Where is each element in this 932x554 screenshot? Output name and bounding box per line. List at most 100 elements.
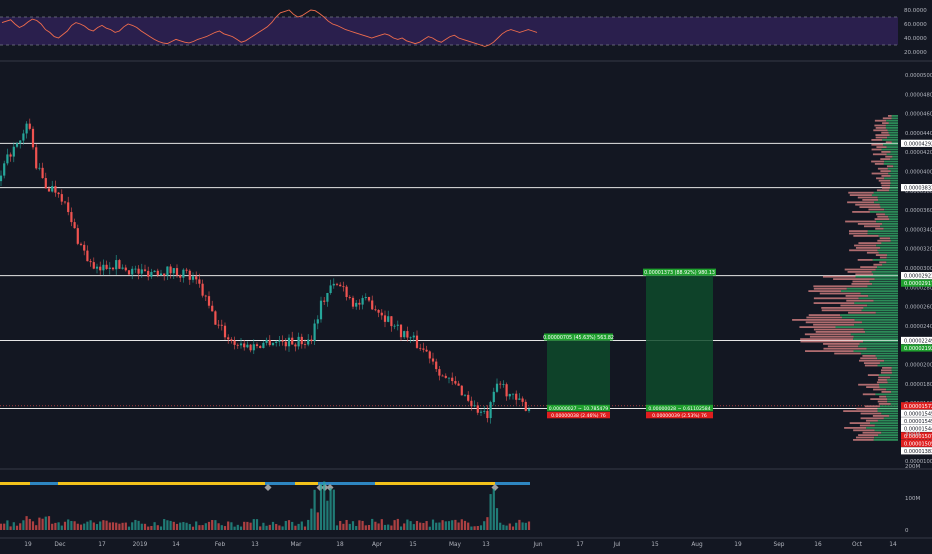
target-label-box [643, 268, 716, 276]
candle-body [83, 244, 86, 251]
profile-bar-buy [861, 321, 898, 324]
candle-body [422, 348, 425, 350]
price-pane[interactable] [0, 142, 932, 470]
profit-zone[interactable] [547, 340, 610, 406]
rsi-tick-label: 20.0000 [904, 50, 927, 56]
profile-bar-sell [879, 261, 887, 264]
profile-bar-buy [877, 196, 898, 199]
volume-bar [246, 521, 249, 530]
profile-bar-buy [877, 407, 898, 410]
profile-bar-sell [864, 225, 881, 228]
candle-body [371, 300, 374, 310]
profile-bar-sell [799, 326, 836, 328]
profile-bar-sell [846, 299, 874, 302]
candle-body [380, 312, 383, 316]
profile-bar-buy [887, 129, 898, 132]
profile-bar-sell [827, 345, 859, 348]
time-tick-label: Oct [852, 542, 863, 548]
candle-body [179, 275, 182, 278]
time-tick-label: Aug [691, 542, 703, 548]
candle-body [454, 381, 457, 384]
candle-body [268, 339, 271, 346]
profile-bar-sell [880, 182, 891, 184]
profile-bar-buy [878, 251, 898, 254]
profile-bar-buy [888, 131, 898, 134]
profile-bar-buy [876, 244, 898, 247]
candle-body [518, 398, 521, 400]
profile-bar-buy [877, 364, 898, 367]
volume-bar [489, 494, 492, 530]
profile-bar-sell [857, 196, 878, 199]
profile-bar-buy [884, 359, 898, 362]
candle-body [207, 296, 211, 306]
profit-zone[interactable] [646, 275, 713, 406]
profile-bar-sell [880, 369, 892, 372]
volume-bar [332, 489, 335, 530]
price-flag: 0.00002192 [904, 346, 932, 352]
volume-bar [188, 524, 191, 530]
stop-label: 0.00000038 (2.46%) 76 [551, 413, 606, 419]
volume-bar [425, 521, 428, 530]
volume-bar [83, 523, 86, 530]
profile-bar-buy [890, 175, 898, 177]
profile-bar-sell [873, 129, 888, 132]
price-flag: 0.00004292 [904, 141, 932, 147]
profile-bar-sell [876, 189, 890, 192]
candle-body [281, 340, 284, 342]
volume-bar [217, 523, 220, 530]
long-position-tools[interactable]: 0.00000705 (45.63%) 563.82 0.00000027 ~ 1… [543, 268, 716, 419]
candle-body [377, 310, 380, 313]
volume-bar [108, 522, 111, 530]
profile-bar-sell [813, 302, 855, 304]
candle-body [470, 400, 473, 407]
volume-bar [70, 521, 73, 530]
volume-bar [435, 522, 438, 530]
candle-body [265, 339, 268, 343]
candle-body [140, 269, 143, 274]
candle-body [156, 270, 159, 276]
volume-bar [313, 489, 316, 530]
profile-bar-sell [875, 227, 884, 230]
profile-bar-sell [855, 436, 875, 439]
profile-bar-sell [879, 256, 887, 259]
profile-bar-buy [890, 158, 898, 160]
volume-bar [105, 520, 108, 530]
candle-body [393, 325, 396, 327]
profile-bar-buy [853, 338, 898, 340]
trend-strip-segment [265, 482, 295, 485]
profile-bar-sell [864, 405, 880, 408]
profile-bar-sell [880, 158, 891, 160]
candle-body [252, 344, 255, 351]
entry-label-box [646, 404, 713, 412]
profile-bar-buy [882, 223, 898, 225]
volume-bar [86, 521, 89, 530]
profile-bar-sell [851, 283, 873, 285]
candle-body [524, 401, 527, 411]
candle-body [278, 340, 281, 342]
profile-bar-sell [808, 290, 841, 292]
volume-bar [35, 525, 38, 530]
volume-bar [156, 525, 159, 530]
price-flag: 0.00001545 [904, 411, 932, 417]
candle-body [300, 336, 303, 345]
time-tick-label: Jul [613, 542, 621, 548]
candle-body [9, 154, 12, 157]
candle-body [41, 167, 44, 179]
profile-bar-sell [855, 247, 881, 249]
profile-bar-sell [881, 391, 892, 393]
volume-bar [393, 520, 396, 530]
time-axis[interactable]: 19 Dec 17 2019 14 Feb 13 Mar 18 Apr 15 May 13 Jun 17 Ju… [0, 537, 932, 548]
profile-bar-buy [861, 309, 898, 312]
volume-bar [508, 523, 511, 530]
candle-body [223, 325, 227, 338]
volume-bar [415, 520, 419, 530]
profile-bar-sell [858, 383, 880, 386]
volume-bar [291, 521, 294, 530]
profile-bar-buy [887, 136, 898, 139]
candle-body [508, 393, 511, 397]
